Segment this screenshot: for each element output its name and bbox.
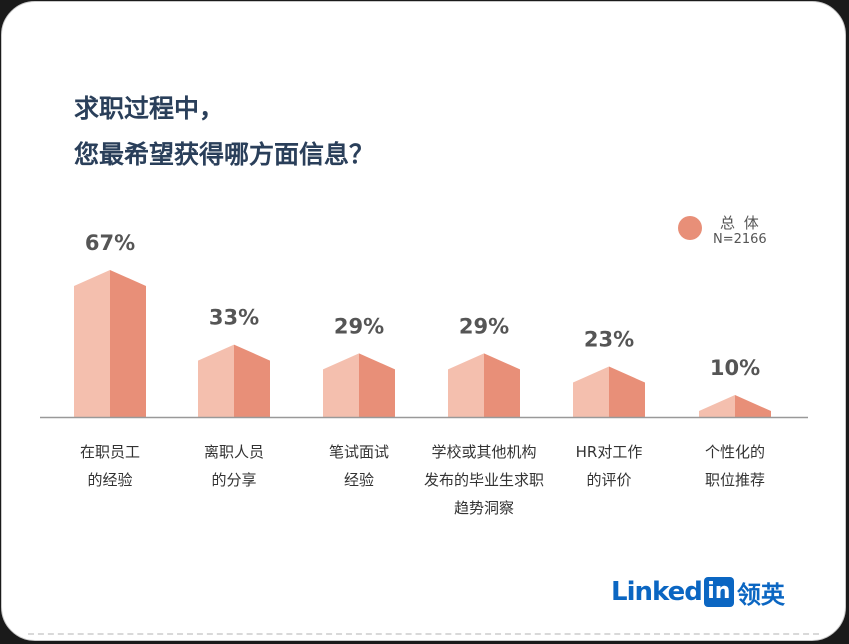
bar-0 (74, 270, 146, 417)
chart-title-line-2: 您最希望获得哪方面信息？ (74, 140, 375, 169)
bar-face-dark (359, 353, 395, 417)
linkedin-logo: Linked in 领英 (611, 574, 785, 610)
bar-face-light (74, 270, 110, 417)
category-label-0: 在职员工 的经验 (79, 443, 140, 489)
bar-4 (573, 366, 645, 417)
bar-face-light (448, 353, 484, 417)
bar-face-dark (484, 353, 520, 417)
logo-text: Linked (611, 577, 703, 607)
bar-face-light (699, 395, 735, 417)
category-label-4: HR对工作 的评价 (575, 443, 643, 489)
legend-series-name: 总 体 (720, 214, 761, 232)
value-label-2: 29% (334, 314, 384, 338)
bar-3 (448, 353, 520, 417)
category-label-2: 笔试面试 经验 (328, 443, 389, 489)
logo-cn: 领英 (736, 580, 785, 609)
value-label-3: 29% (459, 314, 509, 338)
value-label-5: 10% (710, 356, 760, 380)
chart-title-line-1: 求职过程中， (74, 94, 225, 123)
bar-face-light (573, 366, 609, 417)
legend-sample-size: N=2166 (713, 232, 767, 247)
bar-face-light (198, 344, 234, 417)
category-label-1: 离职人员 的分享 (203, 443, 264, 489)
value-label-0: 67% (85, 231, 135, 255)
legend-dot-icon (678, 216, 702, 240)
bar-1 (198, 344, 270, 417)
bar-2 (323, 353, 395, 417)
category-label-5: 个性化的 职位推荐 (704, 443, 765, 489)
bar-5 (699, 395, 771, 417)
category-label-3: 学校或其他机构 发布的毕业生求职 趋势洞察 (423, 443, 544, 517)
bar-face-light (323, 353, 359, 417)
bar-face-dark (609, 366, 645, 417)
chart-title: 求职过程中， 您最希望获得哪方面信息？ (74, 86, 374, 178)
value-label-4: 23% (584, 328, 634, 352)
bar-face-dark (234, 344, 270, 417)
bar-face-dark (110, 270, 146, 417)
card-edge (28, 633, 819, 635)
logo-in-icon: in (703, 577, 734, 607)
value-label-1: 33% (209, 306, 259, 330)
bar-face-dark (735, 395, 771, 417)
